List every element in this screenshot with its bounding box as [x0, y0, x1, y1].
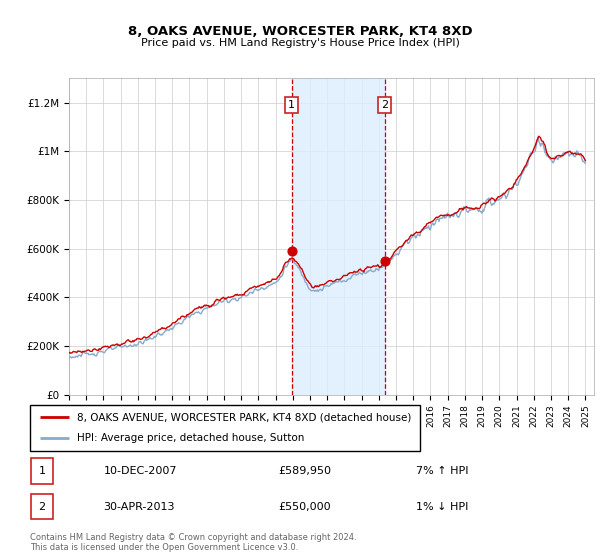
Text: 1: 1	[288, 100, 295, 110]
Point	[380, 256, 389, 265]
Text: 8, OAKS AVENUE, WORCESTER PARK, KT4 8XD (detached house): 8, OAKS AVENUE, WORCESTER PARK, KT4 8XD …	[77, 412, 411, 422]
Text: This data is licensed under the Open Government Licence v3.0.: This data is licensed under the Open Gov…	[30, 543, 298, 552]
Text: 1: 1	[38, 466, 46, 476]
Text: Contains HM Land Registry data © Crown copyright and database right 2024.: Contains HM Land Registry data © Crown c…	[30, 533, 356, 542]
Text: 10-DEC-2007: 10-DEC-2007	[104, 466, 177, 476]
FancyBboxPatch shape	[31, 494, 53, 519]
Text: 1% ↓ HPI: 1% ↓ HPI	[416, 502, 469, 511]
Text: Price paid vs. HM Land Registry's House Price Index (HPI): Price paid vs. HM Land Registry's House …	[140, 38, 460, 48]
Text: 7% ↑ HPI: 7% ↑ HPI	[416, 466, 469, 476]
Text: £550,000: £550,000	[278, 502, 331, 511]
Text: £589,950: £589,950	[278, 466, 331, 476]
FancyBboxPatch shape	[31, 458, 53, 484]
Text: 2: 2	[381, 100, 388, 110]
Text: 8, OAKS AVENUE, WORCESTER PARK, KT4 8XD: 8, OAKS AVENUE, WORCESTER PARK, KT4 8XD	[128, 25, 472, 38]
Text: 2: 2	[38, 502, 46, 511]
Bar	[292, 78, 385, 395]
Text: HPI: Average price, detached house, Sutton: HPI: Average price, detached house, Sutt…	[77, 433, 304, 444]
Text: 30-APR-2013: 30-APR-2013	[104, 502, 175, 511]
Point	[287, 247, 296, 256]
